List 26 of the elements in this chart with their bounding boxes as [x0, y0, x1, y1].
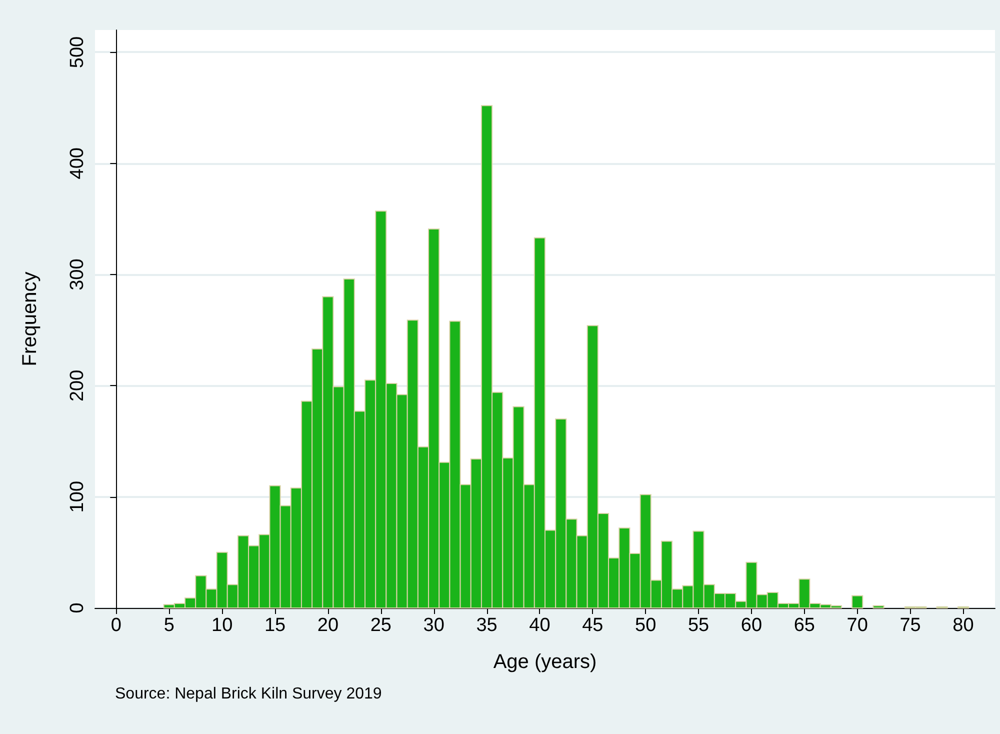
- x-tick-label: 5: [164, 615, 174, 636]
- x-tick-label: 80: [952, 615, 974, 636]
- x-tick-label: 35: [476, 615, 498, 636]
- x-tick-label: 10: [211, 615, 233, 636]
- y-axis-title: Frequency: [19, 272, 41, 366]
- x-tick-label: 65: [794, 615, 815, 636]
- y-tick-label: 0: [67, 602, 88, 614]
- y-tick-label: 300: [67, 258, 88, 290]
- source-note: Source: Nepal Brick Kiln Survey 2019: [115, 686, 382, 702]
- x-tick-label: 30: [423, 615, 444, 636]
- x-tick-label: 45: [582, 615, 604, 636]
- y-tick-label: 500: [67, 36, 88, 68]
- y-tick-label: 200: [67, 370, 88, 402]
- x-tick-label: 40: [529, 615, 550, 636]
- x-tick-label: 20: [317, 615, 339, 636]
- x-tick-label: 70: [846, 615, 868, 636]
- x-tick-label: 55: [688, 615, 710, 636]
- y-tick-label: 400: [67, 148, 88, 180]
- x-tick-label: 75: [900, 615, 921, 636]
- x-axis-title: Age (years): [493, 651, 597, 673]
- x-tick-label: 50: [635, 615, 656, 636]
- x-tick-label: 60: [740, 615, 762, 636]
- x-tick-label: 0: [110, 615, 122, 636]
- x-tick-label: 25: [370, 615, 392, 636]
- y-tick-label: 100: [67, 480, 88, 513]
- x-tick-label: 15: [264, 615, 286, 636]
